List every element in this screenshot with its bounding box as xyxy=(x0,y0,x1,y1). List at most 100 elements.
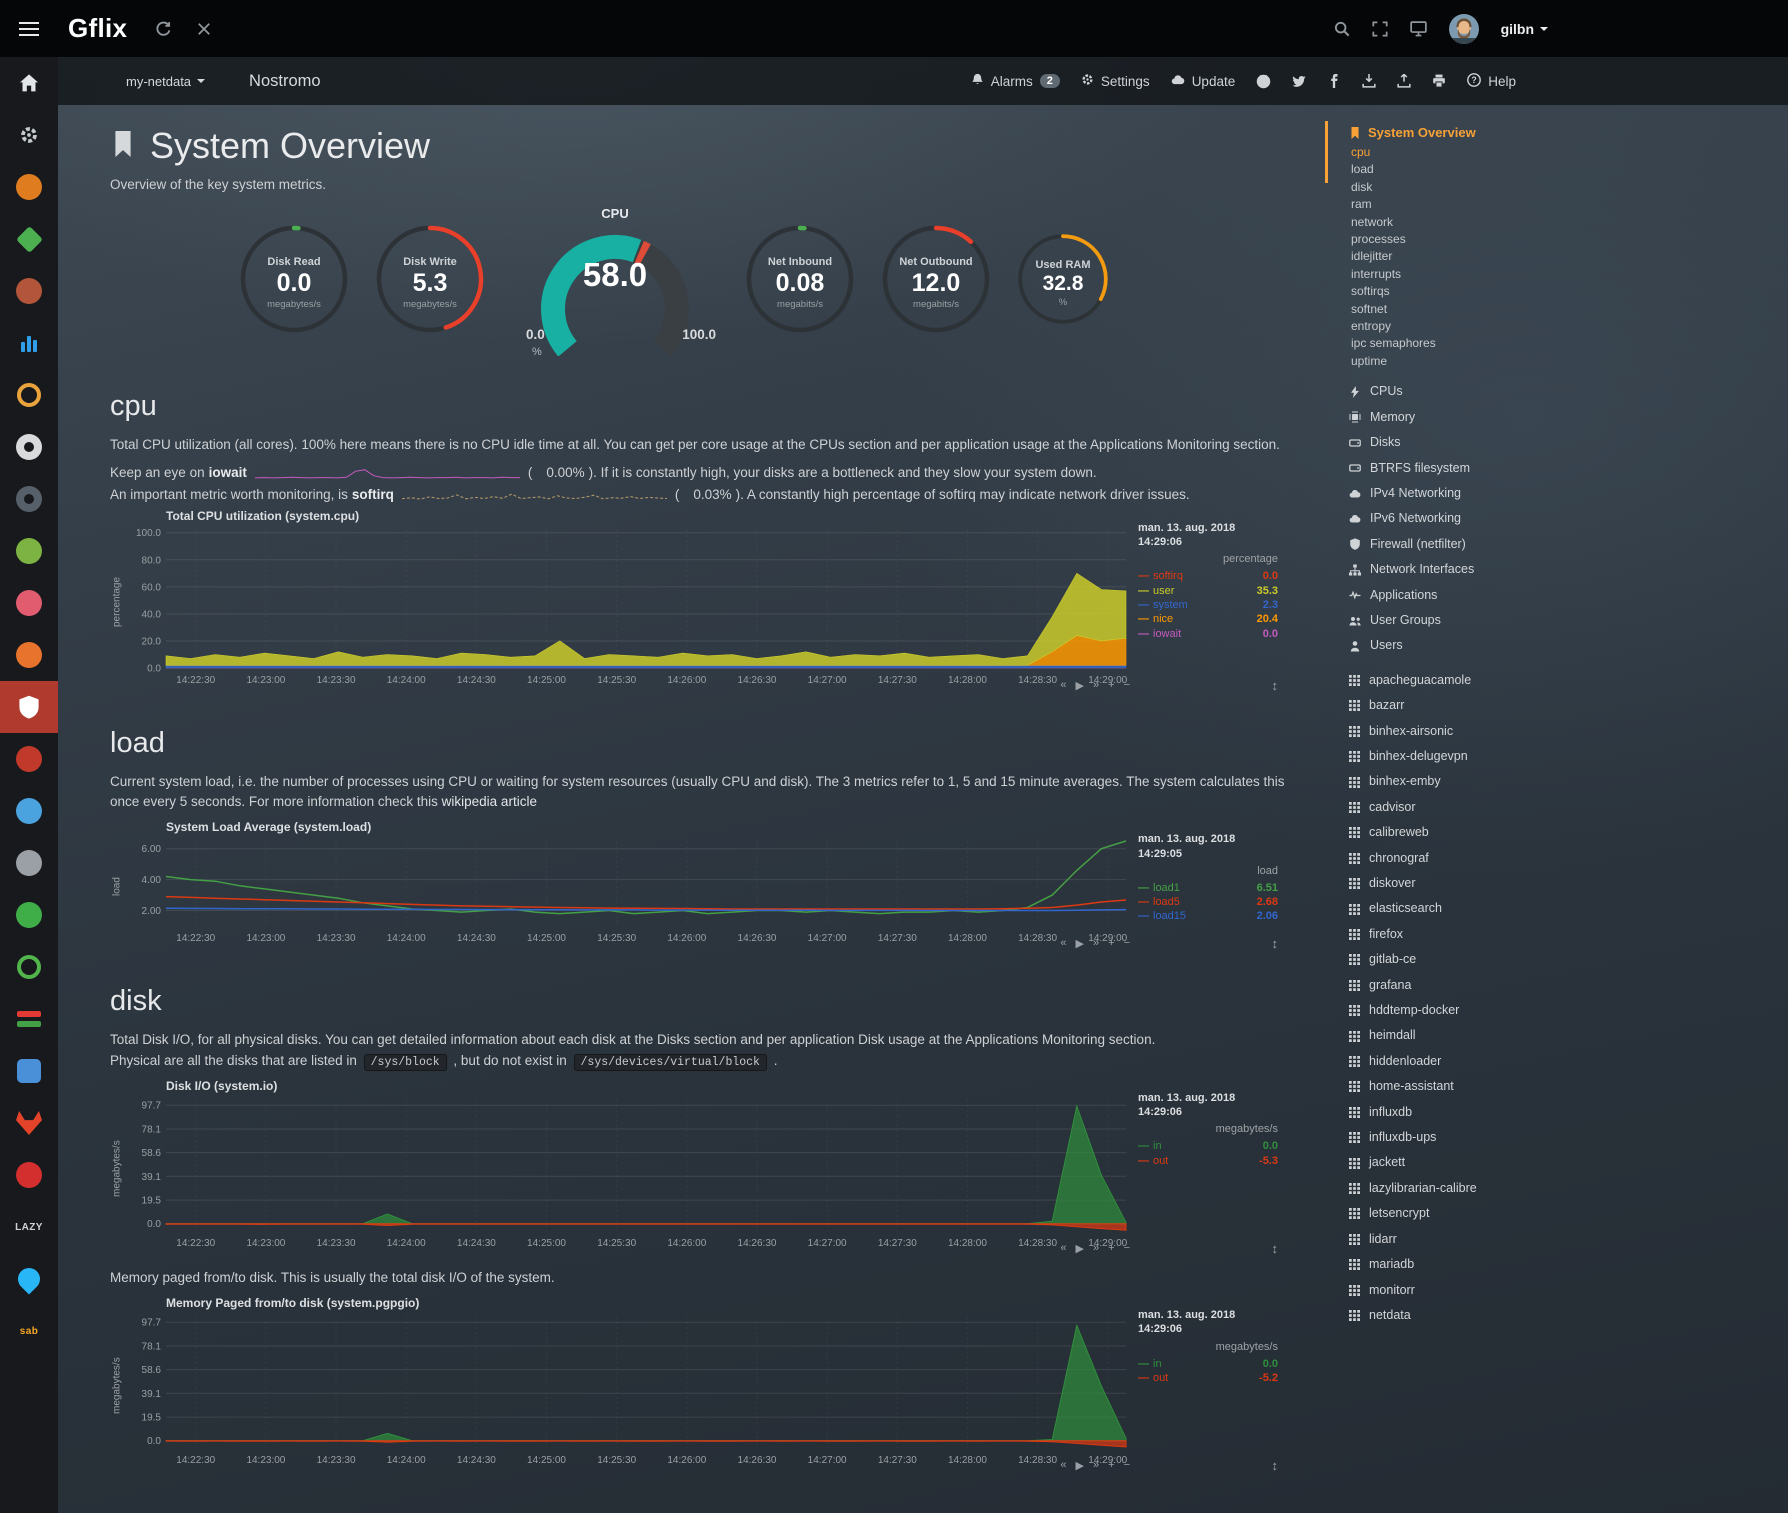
submenu-uptime[interactable]: uptime xyxy=(1351,353,1388,368)
legend-item[interactable]: — out -5.2 xyxy=(1138,1371,1280,1385)
sidebar-app-pihole[interactable] xyxy=(0,681,58,733)
menu-app-mariadb[interactable]: mariadb xyxy=(1339,1252,1788,1277)
chart-canvas[interactable]: 6.00 4.00 2.00 14:22:30 14:23:00 14:23:30 14:2… xyxy=(124,835,1134,948)
alarms-button[interactable]: Alarms 2 xyxy=(971,73,1060,89)
zoom-in-button[interactable]: + xyxy=(1108,1459,1115,1471)
legend-item[interactable]: — load1 6.51 xyxy=(1138,881,1280,895)
menu-app-gitlab-ce[interactable]: gitlab-ce xyxy=(1339,947,1788,972)
facebook-icon[interactable] xyxy=(1327,74,1341,88)
avatar[interactable] xyxy=(1448,13,1479,44)
menu-ipv6-networking[interactable]: IPv6 Networking xyxy=(1339,506,1788,531)
resize-handle[interactable]: ↕ xyxy=(1271,677,1279,693)
gauge-disk-write[interactable]: Disk Write 5.3 megabytes/s xyxy=(374,223,486,343)
play-button[interactable]: ▶ xyxy=(1075,1242,1084,1255)
sidebar-app-airsonic[interactable] xyxy=(0,317,58,369)
sidebar-app-ubooquity[interactable] xyxy=(0,629,58,681)
menu-icon[interactable] xyxy=(0,0,58,57)
menu-app-diskover[interactable]: diskover xyxy=(1339,871,1788,896)
iowait-sparkline[interactable] xyxy=(254,466,520,480)
menu-app-monitorr[interactable]: monitorr xyxy=(1339,1278,1788,1303)
menu-app-chronograf[interactable]: chronograf xyxy=(1339,846,1788,871)
menu-app-jackett[interactable]: jackett xyxy=(1339,1150,1788,1175)
sidebar-app-home[interactable] xyxy=(0,57,58,109)
menu-btrfs-filesystem[interactable]: BTRFS filesystem xyxy=(1339,456,1788,481)
search-icon[interactable] xyxy=(1334,21,1350,37)
user-menu[interactable]: gilbn xyxy=(1501,21,1548,37)
menu-app-letsencrypt[interactable]: letsencrypt xyxy=(1339,1201,1788,1226)
menu-applications[interactable]: Applications xyxy=(1339,583,1788,608)
sidebar-app-heimdall-app[interactable] xyxy=(0,1045,58,1097)
wikipedia-link[interactable]: wikipedia article xyxy=(441,794,537,809)
sidebar-app-lazylibrarian[interactable]: LAZY xyxy=(0,1201,58,1253)
menu-app-netdata[interactable]: netdata xyxy=(1339,1303,1788,1328)
sidebar-app-unraid[interactable] xyxy=(0,837,58,889)
gauge-used-ram[interactable]: Used RAM 32.8% xyxy=(1016,232,1110,334)
menu-app-apacheguacamole[interactable]: apacheguacamole xyxy=(1339,668,1788,693)
gauge-cpu[interactable]: CPU 58.0 0.0 100.0% xyxy=(510,206,720,358)
menu-app-cadvisor[interactable]: cadvisor xyxy=(1339,795,1788,820)
menu-app-elasticsearch[interactable]: elasticsearch xyxy=(1339,896,1788,921)
play-button[interactable]: ▶ xyxy=(1075,938,1084,951)
chart-canvas[interactable]: 100.0 80.0 60.0 40.0 20.0 0.0 14:22:30 14:23:00… xyxy=(124,524,1134,690)
submenu-ipc-semaphores[interactable]: ipc semaphores xyxy=(1351,336,1436,351)
zoom-out-button[interactable]: − xyxy=(1123,1459,1130,1471)
menu-app-binhex-emby[interactable]: binhex-emby xyxy=(1339,769,1788,794)
fullscreen-icon[interactable] xyxy=(1372,20,1388,37)
update-button[interactable]: Update xyxy=(1171,73,1235,90)
download-icon[interactable] xyxy=(1362,74,1376,88)
gauge-disk-read[interactable]: Disk Read 0.0 megabytes/s xyxy=(238,223,350,343)
legend-item[interactable]: — load15 2.06 xyxy=(1138,909,1280,923)
server-dropdown[interactable]: my-netdata xyxy=(126,74,206,89)
pan-backward-button[interactable]: « xyxy=(1060,1241,1067,1254)
screens-icon[interactable] xyxy=(1409,20,1427,37)
menu-users[interactable]: Users xyxy=(1339,633,1788,658)
menu-cpus[interactable]: CPUs xyxy=(1339,379,1788,404)
refresh-icon[interactable] xyxy=(155,21,171,37)
gauge-net-outbound[interactable]: Net Outbound 12.0 megabits/s xyxy=(880,223,992,343)
menu-network-interfaces[interactable]: Network Interfaces xyxy=(1339,557,1788,582)
pan-forward-button[interactable]: » xyxy=(1093,1459,1100,1471)
zoom-out-button[interactable]: − xyxy=(1123,937,1130,950)
pan-backward-button[interactable]: « xyxy=(1060,1459,1067,1471)
legend-item[interactable]: — iowait 0.0 xyxy=(1138,627,1280,641)
menu-app-influxdb[interactable]: influxdb xyxy=(1339,1100,1788,1125)
pan-backward-button[interactable]: « xyxy=(1060,937,1067,950)
submenu-softnet[interactable]: softnet xyxy=(1351,301,1388,316)
menu-memory[interactable]: Memory xyxy=(1339,405,1788,430)
submenu-processes[interactable]: processes xyxy=(1351,232,1406,247)
menu-app-hddtemp-docker[interactable]: hddtemp-docker xyxy=(1339,998,1788,1023)
pan-backward-button[interactable]: « xyxy=(1060,678,1067,691)
menu-app-influxdb-ups[interactable]: influxdb-ups xyxy=(1339,1125,1788,1150)
sidebar-app-deluge[interactable] xyxy=(0,213,58,265)
submenu-load[interactable]: load xyxy=(1351,162,1374,177)
legend-item[interactable]: — nice 20.4 xyxy=(1138,612,1280,626)
chart-canvas[interactable]: 97.7 78.1 58.6 39.1 19.5 0.0 14:22:30 14:23:00 1… xyxy=(124,1311,1134,1470)
twitter-icon[interactable] xyxy=(1292,74,1306,88)
submenu-interrupts[interactable]: interrupts xyxy=(1351,266,1402,281)
legend-item[interactable]: — in 0.0 xyxy=(1138,1357,1280,1371)
upload-icon[interactable] xyxy=(1397,74,1411,88)
submenu-network[interactable]: network xyxy=(1351,214,1394,229)
chart-canvas[interactable]: 97.7 78.1 58.6 39.1 19.5 0.0 14:22:30 14:23:00 1… xyxy=(124,1094,1134,1253)
close-icon[interactable] xyxy=(197,22,211,36)
menu-app-hiddenloader[interactable]: hiddenloader xyxy=(1339,1049,1788,1074)
sidebar-app-stats[interactable] xyxy=(0,993,58,1045)
menu-app-grafana[interactable]: grafana xyxy=(1339,973,1788,998)
menu-disks[interactable]: Disks xyxy=(1339,430,1788,455)
menu-app-binhex-delugevpn[interactable]: binhex-delugevpn xyxy=(1339,744,1788,769)
submenu-softirqs[interactable]: softirqs xyxy=(1351,284,1390,299)
github-icon[interactable] xyxy=(1256,74,1271,89)
resize-handle[interactable]: ↕ xyxy=(1271,936,1279,952)
zoom-in-button[interactable]: + xyxy=(1108,937,1115,950)
sidebar-app-rancher[interactable] xyxy=(0,1253,58,1305)
sidebar-app-gitlab[interactable] xyxy=(0,1097,58,1149)
resize-handle[interactable]: ↕ xyxy=(1271,1458,1279,1473)
sidebar-app-ombi[interactable] xyxy=(0,161,58,213)
zoom-out-button[interactable]: − xyxy=(1123,1241,1130,1254)
legend-item[interactable]: — load5 2.68 xyxy=(1138,895,1280,909)
legend-item[interactable]: — system 2.3 xyxy=(1138,598,1280,612)
menu-app-lazylibrarian-calibre[interactable]: lazylibrarian-calibre xyxy=(1339,1176,1788,1201)
sidebar-app-emby[interactable] xyxy=(0,941,58,993)
pan-forward-button[interactable]: » xyxy=(1093,678,1100,691)
sidebar-app-nextcloud[interactable] xyxy=(0,785,58,837)
